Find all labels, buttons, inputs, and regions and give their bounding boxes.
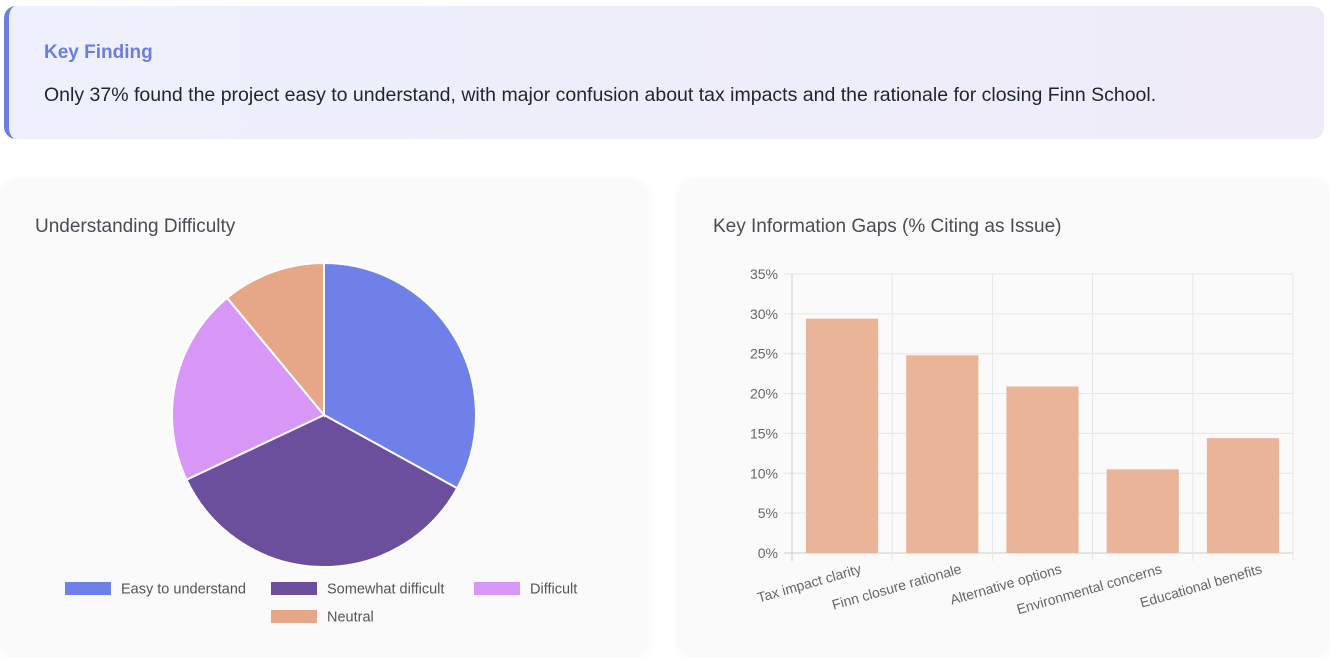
legend-swatch-neutral [271,610,317,623]
y-tick-label: 15% [750,425,778,441]
pie-slice-somewhat-difficult [185,413,459,568]
key-finding-banner: Key Finding Only 37% found the project e… [4,6,1324,139]
key-finding-text: Only 37% found the project easy to under… [44,84,1157,106]
bar-alternative-options [1006,386,1079,553]
bar-chart: 0%5%10%15%20%25%30%35%Tax impact clarity… [750,266,1294,617]
y-tick-label: 35% [750,266,778,282]
pie-chart-card: Understanding Difficulty Easy to underst… [0,178,648,658]
legend-label-neutral: Neutral [327,610,374,626]
y-tick-label: 0% [758,545,778,561]
legend-label-easy-to-understand: Easy to understand [121,582,246,598]
y-tick-label: 10% [750,465,778,481]
legend-label-somewhat-difficult: Somewhat difficult [327,582,444,598]
bar-environmental-concerns [1106,469,1179,553]
legend-label-difficult: Difficult [530,582,577,598]
legend-swatch-somewhat-difficult [271,582,317,595]
legend-swatch-easy-to-understand [65,582,111,595]
pie-slice-difficult [171,296,326,482]
y-tick-label: 30% [750,306,778,322]
bar-tax-impact-clarity [806,318,879,553]
key-finding-title: Key Finding [44,42,153,63]
y-tick-label: 5% [758,505,778,521]
pie-chart: Easy to understand Somewhat difficult Diff… [65,261,577,626]
bar-educational-benefits [1206,438,1279,553]
pie-slice-neutral [225,261,325,418]
y-tick-label: 25% [750,346,778,362]
legend-swatch-difficult [474,582,520,595]
bar-chart-title: Key Information Gaps (% Citing as Issue) [713,216,1062,237]
bar-finn-closure-rationale [906,355,979,553]
pie-chart-title: Understanding Difficulty [35,216,236,237]
y-tick-label: 20% [750,386,778,402]
bar-chart-card: Key Information Gaps (% Citing as Issue)… [678,178,1330,658]
pie-slice-easy-to-understand [323,261,477,490]
